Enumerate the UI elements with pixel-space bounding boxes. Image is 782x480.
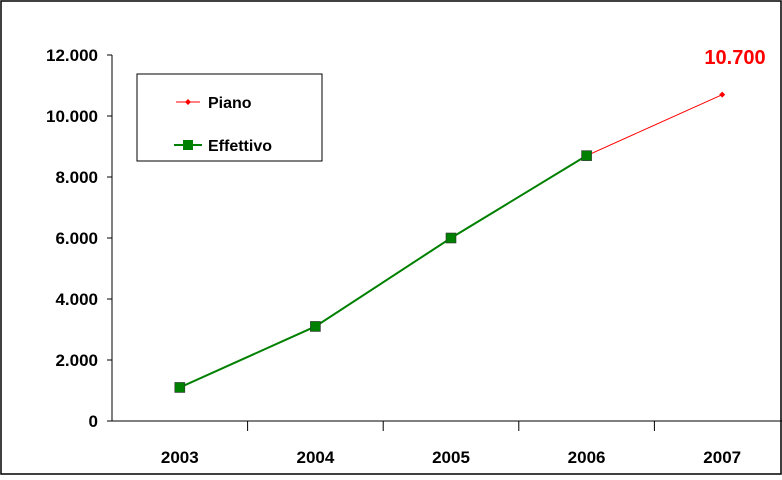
data-point-effettivo (174, 382, 186, 393)
x-tick-label: 2006 (568, 448, 606, 467)
y-tick-label: 2.000 (55, 351, 98, 370)
y-tick-label: 6.000 (55, 229, 98, 248)
data-point-effettivo (581, 150, 592, 161)
legend-piano-marker (185, 99, 191, 105)
x-axis: 2003 2004 2005 2006 2007 (112, 420, 782, 467)
data-point-piano (719, 91, 726, 98)
y-tick-label: 12.000 (46, 46, 98, 65)
y-tick-label: 10.000 (46, 107, 98, 126)
x-tick-label: 2007 (703, 448, 741, 467)
y-tick-label: 4.000 (55, 290, 98, 309)
legend: Piano Effettivo (136, 73, 323, 162)
series-layer (174, 91, 726, 393)
legend-effettivo-marker (183, 140, 193, 150)
legend-box (136, 73, 323, 162)
x-tick-label: 2003 (161, 448, 199, 467)
data-point-effettivo (310, 321, 321, 332)
data-point-effettivo (445, 232, 457, 244)
legend-label-effettivo: Effettivo (208, 138, 272, 155)
y-axis: 0 2.000 4.000 6.000 8.000 10.000 12.000 (46, 46, 113, 431)
series-line-effettivo (179, 154, 588, 389)
y-tick-label: 0 (89, 412, 98, 431)
x-tick-label: 2004 (296, 448, 334, 467)
x-tick-label: 2005 (432, 448, 470, 467)
legend-label-piano: Piano (208, 95, 252, 112)
y-tick-label: 8.000 (55, 168, 98, 187)
peak-value-label: 10.700 (704, 47, 765, 69)
